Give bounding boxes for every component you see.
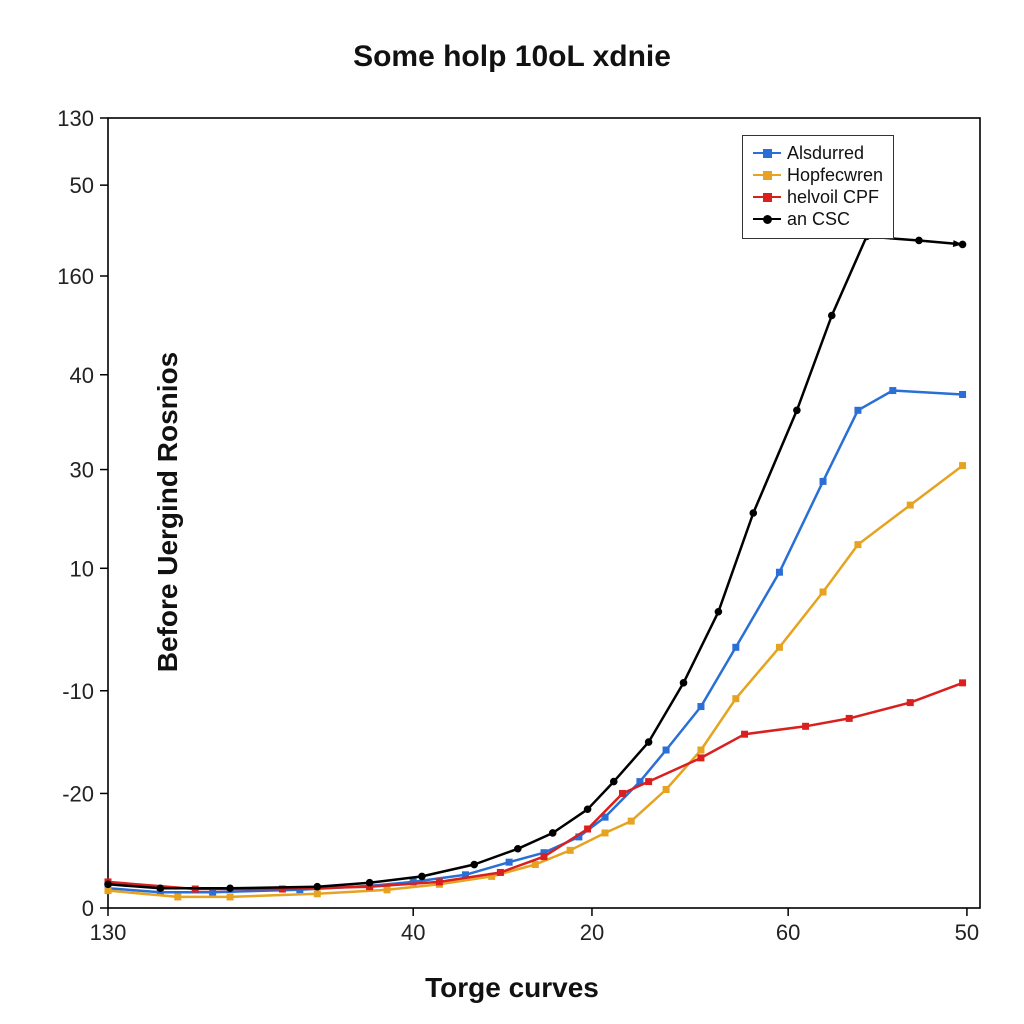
- svg-text:130: 130: [90, 920, 127, 945]
- svg-text:10: 10: [70, 556, 94, 581]
- legend-label: helvoil CPF: [787, 187, 879, 208]
- chart-container: Some holp 10oL xdnie Before Uergind Rosn…: [0, 0, 1024, 1024]
- legend-item: an CSC: [753, 208, 883, 230]
- svg-text:40: 40: [401, 920, 425, 945]
- svg-text:-20: -20: [62, 781, 94, 806]
- legend-item: helvoil CPF: [753, 186, 883, 208]
- legend-label: Hopfecwren: [787, 165, 883, 186]
- svg-text:50: 50: [70, 173, 94, 198]
- legend-label: Alsdurred: [787, 143, 864, 164]
- svg-text:60: 60: [776, 920, 800, 945]
- svg-text:40: 40: [70, 363, 94, 388]
- svg-text:-10: -10: [62, 679, 94, 704]
- svg-text:160: 160: [57, 264, 94, 289]
- svg-text:0: 0: [82, 896, 94, 921]
- svg-text:30: 30: [70, 458, 94, 483]
- legend-label: an CSC: [787, 209, 850, 230]
- svg-text:130: 130: [57, 106, 94, 131]
- legend-item: Hopfecwren: [753, 164, 883, 186]
- svg-text:50: 50: [955, 920, 979, 945]
- legend: AlsdurredHopfecwrenhelvoil CPFan CSC: [742, 135, 894, 239]
- svg-text:20: 20: [580, 920, 604, 945]
- legend-item: Alsdurred: [753, 142, 883, 164]
